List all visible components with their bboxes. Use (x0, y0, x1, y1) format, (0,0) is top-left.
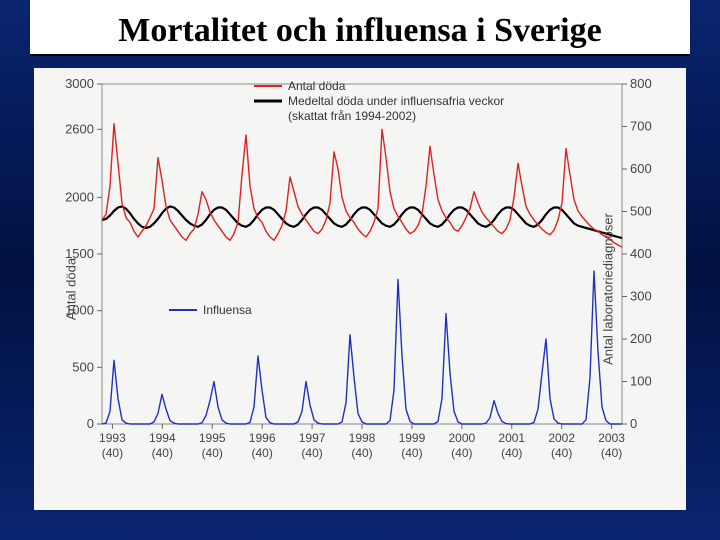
svg-text:400: 400 (630, 246, 652, 261)
svg-text:200: 200 (630, 331, 652, 346)
svg-text:Influensa: Influensa (203, 303, 252, 317)
svg-text:2600: 2600 (65, 121, 94, 136)
page-title: Mortalitet och influensa i Sverige (60, 0, 660, 54)
svg-text:(40): (40) (501, 446, 522, 460)
svg-text:1993: 1993 (99, 431, 126, 445)
svg-text:3000: 3000 (65, 76, 94, 91)
mortality-chart: Antal döda Antal laboratoriediagnoser 05… (34, 68, 686, 510)
svg-text:(40): (40) (401, 446, 422, 460)
svg-text:100: 100 (630, 374, 652, 389)
svg-text:(40): (40) (551, 446, 572, 460)
y-axis-left-label: Antal döda (64, 258, 79, 320)
svg-text:1994: 1994 (149, 431, 176, 445)
svg-text:(skattat från 1994-2002): (skattat från 1994-2002) (288, 109, 416, 123)
svg-text:500: 500 (72, 359, 94, 374)
svg-text:2002: 2002 (548, 431, 575, 445)
svg-text:2000: 2000 (448, 431, 475, 445)
svg-text:1999: 1999 (399, 431, 426, 445)
svg-text:300: 300 (630, 289, 652, 304)
svg-text:(40): (40) (251, 446, 272, 460)
svg-text:Antal döda: Antal döda (288, 79, 346, 93)
y-axis-right-label: Antal laboratoriediagnoser (601, 213, 616, 365)
svg-text:0: 0 (630, 416, 637, 431)
svg-text:(40): (40) (451, 446, 472, 460)
svg-text:(40): (40) (351, 446, 372, 460)
svg-text:(40): (40) (152, 446, 173, 460)
svg-text:500: 500 (630, 204, 652, 219)
svg-text:600: 600 (630, 161, 652, 176)
svg-text:(40): (40) (301, 446, 322, 460)
svg-text:(40): (40) (202, 446, 223, 460)
svg-text:2001: 2001 (498, 431, 525, 445)
svg-text:800: 800 (630, 76, 652, 91)
svg-text:(40): (40) (601, 446, 622, 460)
svg-text:(40): (40) (102, 446, 123, 460)
svg-text:2003: 2003 (598, 431, 625, 445)
svg-text:1998: 1998 (349, 431, 376, 445)
svg-text:2000: 2000 (65, 189, 94, 204)
svg-text:Medeltal döda under influensaf: Medeltal döda under influensafria veckor (288, 94, 504, 108)
chart-svg: 0500100015002000260030000100200300400500… (34, 68, 686, 510)
svg-text:700: 700 (630, 119, 652, 134)
svg-text:1996: 1996 (249, 431, 276, 445)
svg-text:1997: 1997 (299, 431, 326, 445)
svg-text:1995: 1995 (199, 431, 226, 445)
svg-text:0: 0 (87, 416, 94, 431)
